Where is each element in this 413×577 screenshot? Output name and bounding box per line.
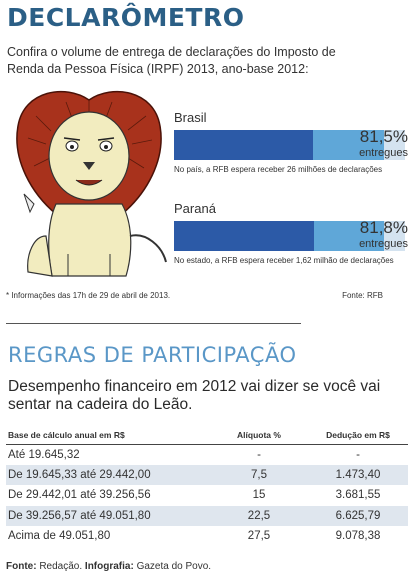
table-cell: 7,5 — [210, 464, 306, 485]
table-cell: 15 — [210, 485, 306, 506]
page-subtitle: Confira o volume de entrega de declaraçõ… — [7, 45, 336, 76]
source-label: Fonte: RFB — [342, 291, 383, 300]
table-row: Até 19.645,32 - - — [6, 444, 408, 465]
credits-infografia-label: Infografia: — [84, 561, 134, 572]
bar-value-label: 81,8% — [359, 218, 408, 237]
table-cell: Acima de 49.051,80 — [6, 526, 210, 547]
bar-unit-label: entregues — [359, 147, 408, 159]
table-row: De 29.442,01 até 39.256,56 15 3.681,55 — [6, 485, 408, 506]
table-cell: 1.473,40 — [306, 464, 408, 485]
table-header: Dedução em R$ — [306, 427, 408, 445]
table-cell: De 39.256,57 até 49.051,80 — [6, 505, 210, 526]
table-header: Base de cálculo anual em R$ — [6, 427, 210, 445]
table-row: De 39.256,57 até 49.051,80 22,5 6.625,79 — [6, 505, 408, 526]
bar-value-label: 81,5% — [359, 127, 408, 146]
bar-fill-brasil — [174, 130, 313, 160]
bar-unit-label: entregues — [359, 238, 408, 250]
table-cell: 6.625,79 — [306, 505, 408, 526]
lion-illustration — [16, 90, 167, 277]
table-cell: De 19.645,33 até 29.442,00 — [6, 464, 210, 485]
credits-infografia-value: Gazeta do Povo. — [133, 561, 212, 572]
table-cell: 22,5 — [210, 505, 306, 526]
table-cell: - — [210, 444, 306, 465]
bar-remainder-brasil — [313, 130, 384, 160]
bar-fill-parana — [174, 221, 314, 251]
bar-label: Brasil — [174, 110, 207, 125]
bar-group-brasil: Brasil 81,5% entregues No país, a RFB es… — [174, 110, 410, 174]
credits-fonte-label: Fonte: — [6, 561, 37, 572]
table-cell: 9.078,38 — [306, 526, 408, 547]
bar-label: Paraná — [174, 201, 216, 216]
divider — [6, 323, 301, 324]
table-row: De 19.645,33 até 29.442,00 7,5 1.473,40 — [6, 464, 408, 485]
table-row: Acima de 49.051,80 27,5 9.078,38 — [6, 526, 408, 547]
footnote: * Informações das 17h de 29 de abril de … — [6, 291, 171, 300]
table-cell: De 29.442,01 até 39.256,56 — [6, 485, 210, 506]
table-cell: 27,5 — [210, 526, 306, 547]
table-cell: Até 19.645,32 — [6, 444, 210, 465]
credits: Fonte: Redação. Infografia: Gazeta do Po… — [6, 561, 211, 572]
page-title: DECLARÔMETRO — [7, 3, 245, 32]
bar-note: No estado, a RFB espera receber 1,62 mil… — [174, 256, 394, 265]
bar-remainder-parana — [314, 221, 384, 251]
tax-table: Base de cálculo anual em R$ Alíquota % D… — [6, 427, 408, 547]
table-cell: 3.681,55 — [306, 485, 408, 506]
table-cell: - — [306, 444, 408, 465]
credits-fonte-value: Redação. — [36, 561, 85, 572]
table-header: Alíquota % — [210, 427, 306, 445]
bar-note: No país, a RFB espera receber 26 milhões… — [174, 165, 383, 174]
bar-group-parana: Paraná 81,8% entregues No estado, a RFB … — [174, 201, 410, 265]
section-description: Desempenho financeiro em 2012 vai dizer … — [8, 378, 381, 413]
section-title: REGRAS DE PARTICIPAÇÃO — [8, 343, 297, 367]
